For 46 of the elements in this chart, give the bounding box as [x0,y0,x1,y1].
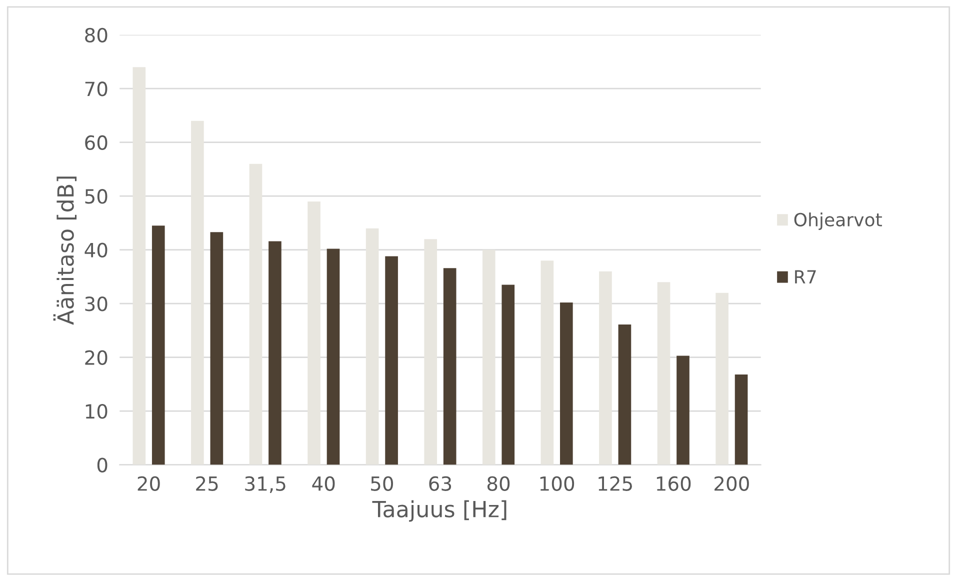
bar [502,284,515,465]
y-tick-label: 50 [85,189,108,204]
bar [540,260,554,465]
bar [385,256,398,465]
x-tick-label: 100 [540,476,574,491]
y-tick-label: 80 [85,28,108,43]
bar [191,120,204,465]
y-tick-label: 0 [97,458,108,472]
y-tick-label: 20 [85,350,108,365]
bar [249,164,262,465]
y-tick-label: 10 [86,404,108,419]
bar [152,226,165,465]
bar [210,232,224,465]
x-tick-label: 80 [487,476,510,491]
bar [618,324,632,465]
y-tick-label: 30 [85,296,108,312]
bar [657,282,670,465]
bar [599,271,612,465]
x-tick-label: 31,5 [245,476,286,493]
legend-label: R7 [795,270,816,284]
y-tick-label: 60 [85,135,108,150]
y-tick-label: 70 [85,82,108,96]
x-tick-label: 160 [656,476,691,491]
y-axis-title: Äänitaso [dB] [53,176,77,325]
x-tick-label: 63 [429,476,452,491]
x-tick-label: 40 [312,476,335,491]
bar [326,248,340,465]
x-tick-label: 20 [138,476,160,491]
bar [132,67,146,465]
x-tick-label: 25 [196,476,218,491]
x-axis-title: Taajuus [Hz] [372,500,506,522]
x-tick-label: 125 [598,476,632,491]
bar [268,241,282,465]
legend-label: Ohjearvot [794,212,882,230]
y-tick-label: 40 [84,242,108,258]
bar [676,356,690,465]
bar [308,201,320,465]
bar [482,250,496,465]
bar [716,292,728,465]
bar [366,228,379,465]
bar [424,239,438,465]
bar [443,268,456,465]
bar [560,302,573,465]
x-tick-label: 50 [371,476,394,491]
bar [734,374,748,465]
x-tick-label: 200 [714,476,749,491]
